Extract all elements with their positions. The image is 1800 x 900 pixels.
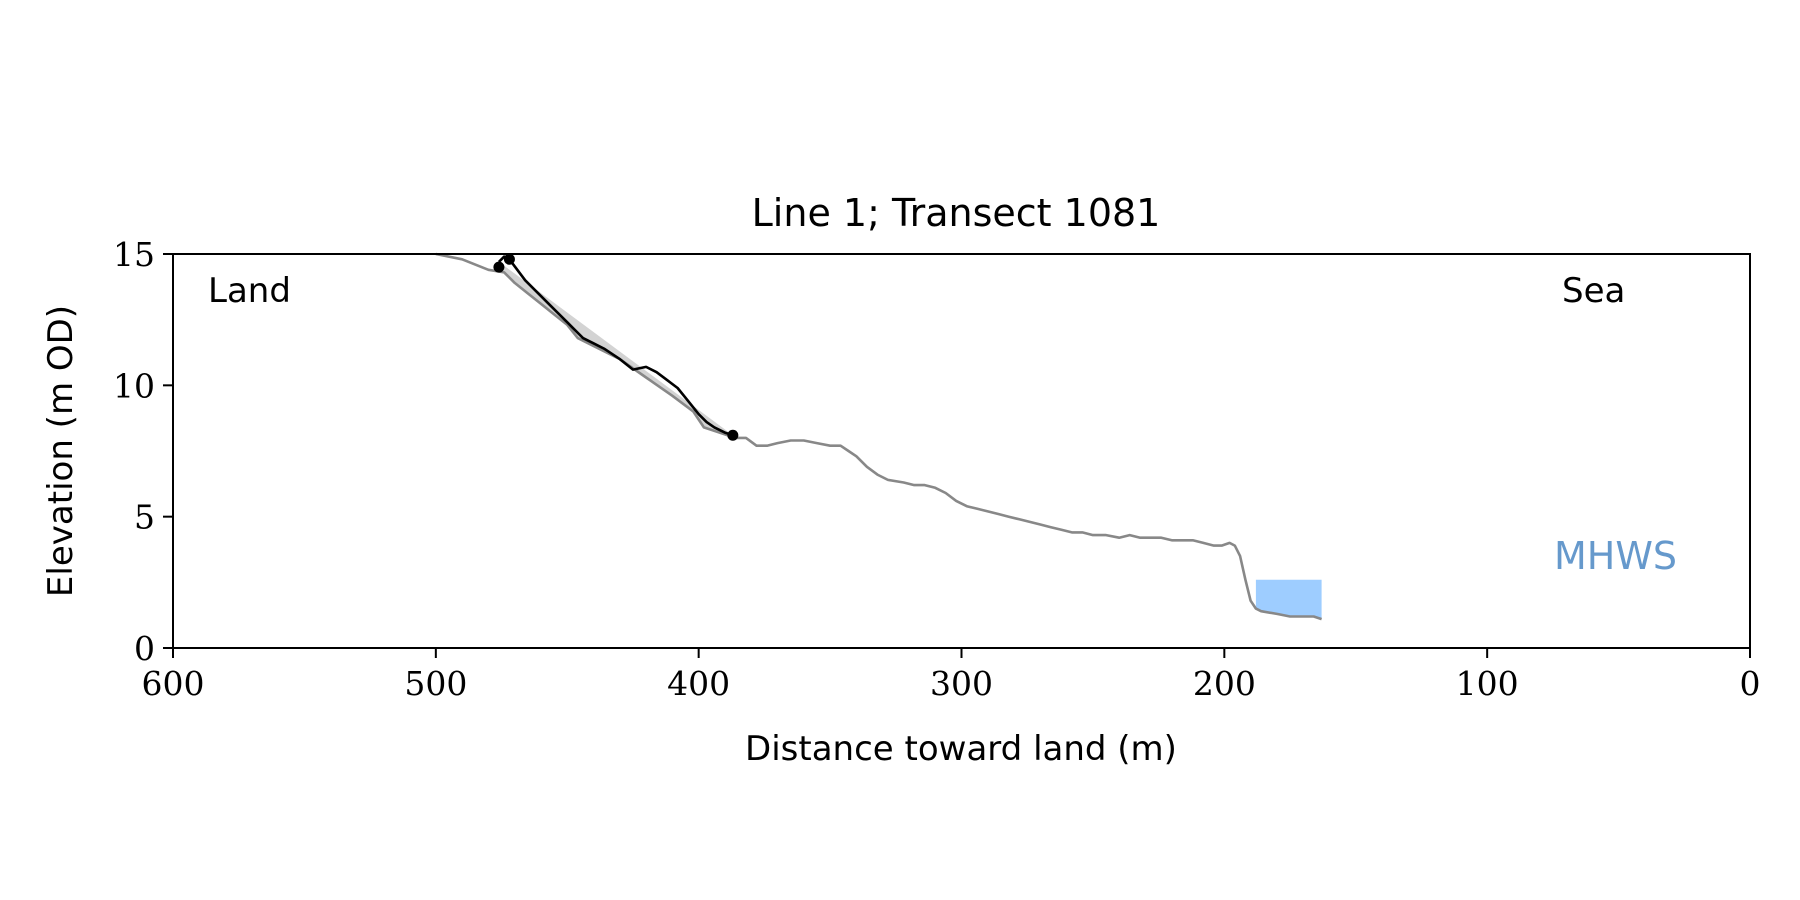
x-tick-label-500: 500: [404, 664, 467, 703]
markers: [493, 253, 739, 441]
x-tick-label-200: 200: [1193, 664, 1256, 703]
y-tick-label-10: 10: [113, 366, 155, 405]
x-tick-label-600: 600: [142, 664, 205, 703]
sea-label: Sea: [1562, 271, 1625, 311]
y-axis-label: Elevation (m OD): [41, 305, 81, 597]
y-tick-label-0: 0: [134, 629, 155, 668]
x-tick-label-400: 400: [667, 664, 730, 703]
x-tick-label-300: 300: [930, 664, 993, 703]
plot-area: [172, 252, 1751, 649]
x-axis: 600 500 400 300 200 100 0: [142, 648, 1761, 703]
cliff-marker-0: [493, 261, 505, 273]
chart-title: Line 1; Transect 1081: [752, 191, 1161, 235]
cliff-marker-1: [503, 253, 515, 265]
x-axis-label: Distance toward land (m): [745, 729, 1177, 769]
cliff-line: [497, 255, 734, 437]
profile-line: [435, 252, 1323, 621]
y-axis: 0 5 10 15: [113, 235, 173, 668]
x-tick-label-100: 100: [1456, 664, 1519, 703]
cliff-fill-area: [498, 261, 733, 436]
cliff-marker-2: [727, 429, 739, 441]
land-label: Land: [208, 271, 291, 311]
plot-frame: [172, 253, 1751, 649]
water-fill-area: [1255, 579, 1322, 620]
mhws-label: MHWS: [1554, 534, 1677, 578]
x-tick-label-0: 0: [1740, 664, 1761, 703]
y-tick-label-5: 5: [134, 498, 155, 537]
y-tick-label-15: 15: [113, 235, 155, 274]
